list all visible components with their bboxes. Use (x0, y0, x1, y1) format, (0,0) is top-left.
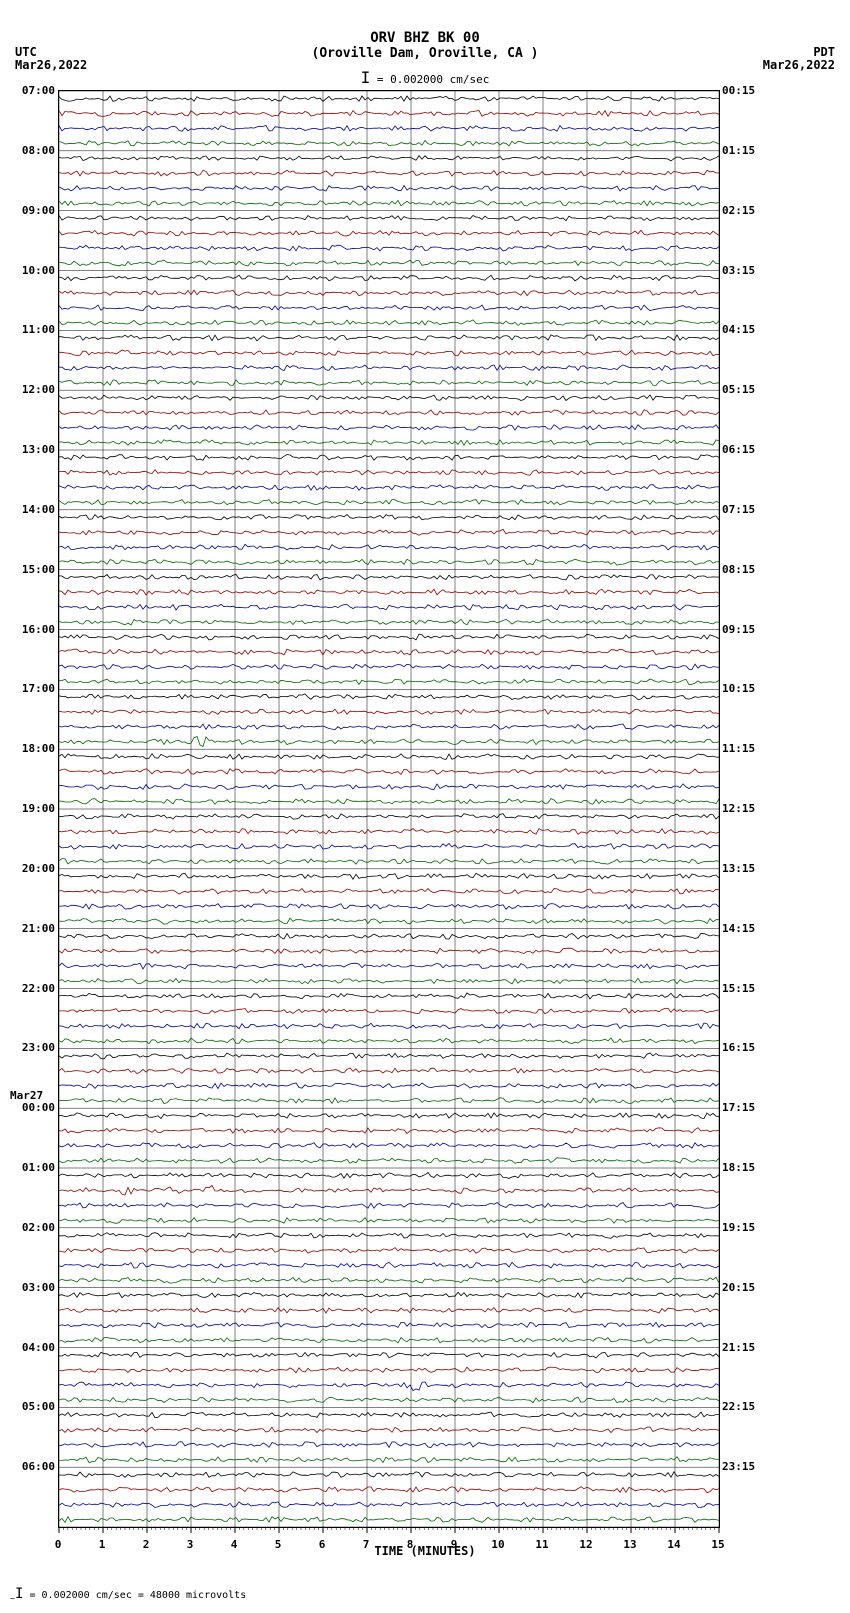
pdt-time-label: 19:15 (722, 1221, 755, 1234)
utc-time-label: 03:00 (10, 1281, 55, 1294)
subtitle: (Oroville Dam, Oroville, CA ) (0, 46, 850, 61)
utc-time-label: 15:00 (10, 563, 55, 576)
pdt-time-label: 04:15 (722, 323, 755, 336)
utc-time-label: 23:00 (10, 1041, 55, 1054)
utc-time-label: 22:00 (10, 982, 55, 995)
seismogram-svg (59, 91, 719, 1537)
footer: ~I = 0.002000 cm/sec = 48000 microvolts (10, 1586, 246, 1603)
pdt-time-label: 23:15 (722, 1460, 755, 1473)
utc-time-label: 01:00 (10, 1161, 55, 1174)
seismogram-container: ORV BHZ BK 00 (Oroville Dam, Oroville, C… (0, 0, 850, 1613)
date-left: Mar26,2022 (15, 58, 87, 72)
pdt-time-label: 09:15 (722, 623, 755, 636)
utc-time-label: 08:00 (10, 144, 55, 157)
pdt-time-label: 02:15 (722, 204, 755, 217)
utc-time-label: 19:00 (10, 802, 55, 815)
utc-time-label: 16:00 (10, 623, 55, 636)
utc-time-label: 02:00 (10, 1221, 55, 1234)
utc-time-label: 13:00 (10, 443, 55, 456)
utc-time-label: 20:00 (10, 862, 55, 875)
utc-time-label: 05:00 (10, 1400, 55, 1413)
date-right: Mar26,2022 (763, 58, 835, 72)
tz-right: PDT (813, 45, 835, 59)
utc-time-label: 18:00 (10, 742, 55, 755)
title: ORV BHZ BK 00 (0, 30, 850, 46)
tz-left: UTC (15, 45, 37, 59)
pdt-time-label: 00:15 (722, 84, 755, 97)
pdt-time-label: 01:15 (722, 144, 755, 157)
utc-time-label: 14:00 (10, 503, 55, 516)
pdt-time-label: 12:15 (722, 802, 755, 815)
utc-time-label: 11:00 (10, 323, 55, 336)
pdt-time-label: 18:15 (722, 1161, 755, 1174)
seismogram-plot (58, 90, 720, 1528)
pdt-time-label: 08:15 (722, 563, 755, 576)
pdt-time-label: 11:15 (722, 742, 755, 755)
utc-time-label: 00:00 (10, 1101, 55, 1114)
utc-time-label: 21:00 (10, 922, 55, 935)
pdt-time-label: 06:15 (722, 443, 755, 456)
pdt-time-label: 05:15 (722, 383, 755, 396)
pdt-time-label: 17:15 (722, 1101, 755, 1114)
utc-time-label: 17:00 (10, 682, 55, 695)
pdt-time-label: 21:15 (722, 1341, 755, 1354)
utc-time-label: 04:00 (10, 1341, 55, 1354)
pdt-time-label: 22:15 (722, 1400, 755, 1413)
utc-time-label: 07:00 (10, 84, 55, 97)
pdt-time-label: 16:15 (722, 1041, 755, 1054)
pdt-time-label: 03:15 (722, 264, 755, 277)
pdt-time-label: 10:15 (722, 682, 755, 695)
pdt-time-label: 15:15 (722, 982, 755, 995)
pdt-time-label: 14:15 (722, 922, 755, 935)
x-axis-label: TIME (MINUTES) (0, 1544, 850, 1558)
pdt-time-label: 13:15 (722, 862, 755, 875)
utc-time-label: 06:00 (10, 1460, 55, 1473)
pdt-time-label: 07:15 (722, 503, 755, 516)
utc-time-label: 09:00 (10, 204, 55, 217)
pdt-time-label: 20:15 (722, 1281, 755, 1294)
utc-time-label: 10:00 (10, 264, 55, 277)
utc-time-label: 12:00 (10, 383, 55, 396)
header: ORV BHZ BK 00 (Oroville Dam, Oroville, C… (0, 30, 850, 61)
